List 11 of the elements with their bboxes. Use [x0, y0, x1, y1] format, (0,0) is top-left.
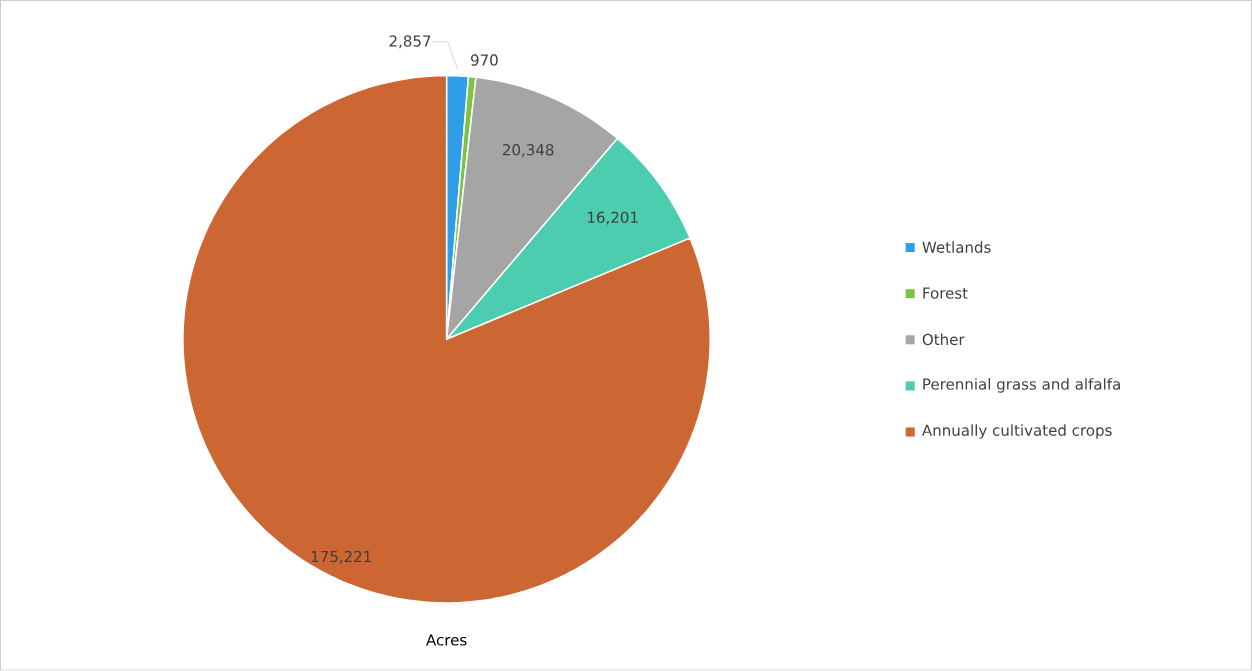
- data-label: 2,857: [389, 35, 431, 49]
- data-label: 16,201: [588, 211, 638, 225]
- data-label: 175,221: [311, 551, 371, 564]
- data-label: 20,348: [502, 144, 554, 158]
- text: Acres: [426, 634, 467, 646]
- legend-label: Other: [922, 333, 965, 346]
- legend-label: Annually cultivated crops: [922, 424, 1112, 439]
- legend-label: Wetlands: [922, 241, 991, 254]
- legend-label: Perennial grass and alfalfa: [923, 378, 1120, 393]
- legend-label: Forest: [923, 287, 968, 299]
- data-label: 970: [470, 54, 498, 66]
